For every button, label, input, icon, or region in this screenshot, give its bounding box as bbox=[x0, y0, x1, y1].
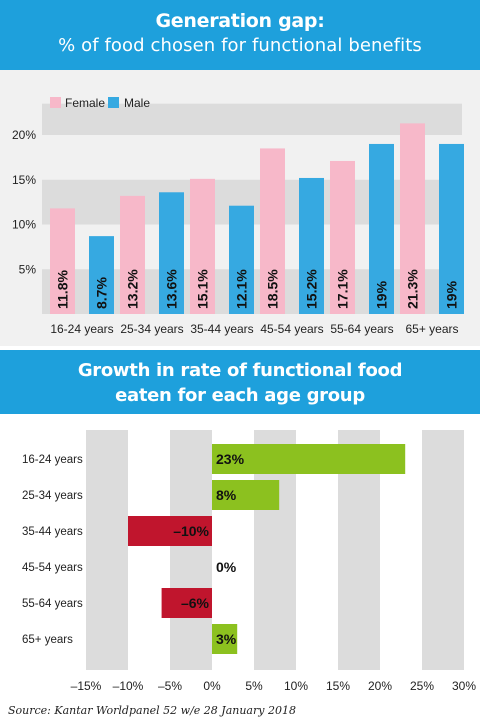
y-tick-label: 5% bbox=[19, 262, 37, 276]
bar-female bbox=[260, 148, 285, 314]
y-tick-label: 25-34 years bbox=[22, 490, 83, 502]
bar-value-label: 8% bbox=[216, 487, 237, 503]
bar-value-label: 19% bbox=[374, 280, 390, 309]
x-tick-label: 5% bbox=[245, 679, 263, 693]
bar-value-label: 13.2% bbox=[125, 269, 141, 309]
bar-male bbox=[229, 205, 254, 314]
y-tick-label: 55-64 years bbox=[22, 598, 83, 610]
bar-female bbox=[50, 208, 75, 314]
bar-positive bbox=[212, 624, 238, 654]
bar-value-label: 15.1% bbox=[195, 269, 211, 309]
bar-value-label: 19% bbox=[444, 280, 460, 309]
x-tick-label: –10% bbox=[113, 679, 144, 693]
x-tick-label: 15% bbox=[326, 679, 350, 693]
bar-value-label: –6% bbox=[181, 595, 210, 611]
bar-negative bbox=[128, 516, 212, 546]
y-tick-label: 45-54 years bbox=[22, 562, 83, 574]
legend-label-female: Female bbox=[65, 96, 105, 110]
bar-value-label: 12.1% bbox=[234, 269, 250, 309]
bar-positive bbox=[212, 480, 280, 510]
x-tick-label: –5% bbox=[158, 679, 182, 693]
legend-swatch-female bbox=[50, 97, 61, 108]
x-tick-label: 30% bbox=[452, 679, 476, 693]
x-tick-label: 25-34 years bbox=[120, 322, 183, 336]
bar-value-label: 13.6% bbox=[164, 269, 180, 309]
x-tick-label: 16-24 years bbox=[50, 322, 113, 336]
x-tick-label: 20% bbox=[368, 679, 392, 693]
bar-male bbox=[369, 143, 394, 314]
bar-value-label: 23% bbox=[216, 451, 245, 467]
bar-value-label: 15.2% bbox=[304, 269, 320, 309]
bar-positive bbox=[212, 444, 406, 474]
bar-male bbox=[159, 192, 184, 314]
bar-female bbox=[120, 195, 145, 314]
chart2-header: Growth in rate of functional food eaten … bbox=[0, 350, 480, 414]
bar-female bbox=[190, 178, 215, 314]
chart1-header: Generation gap: % of food chosen for fun… bbox=[0, 0, 480, 70]
bar-value-label: 8.7% bbox=[94, 277, 110, 309]
x-tick-label: 65+ years bbox=[405, 322, 458, 336]
bar-value-label: 17.1% bbox=[335, 269, 351, 309]
y-tick-label: 35-44 years bbox=[22, 526, 83, 538]
bar-male bbox=[439, 143, 464, 314]
legend-label-male: Male bbox=[124, 96, 150, 110]
bar-negative bbox=[161, 588, 212, 618]
bar-value-label: 18.5% bbox=[265, 269, 281, 309]
grid-band bbox=[86, 430, 128, 670]
bar-value-label: 21.3% bbox=[405, 269, 421, 309]
grid-band bbox=[42, 103, 462, 135]
growth-bar-chart: –15% –10% –5% 0% 5% 10% 15% 20% 25% 30% 16-24 year… bbox=[22, 430, 476, 693]
bar-male bbox=[299, 177, 324, 314]
grid-band bbox=[170, 430, 212, 670]
grid-band bbox=[422, 430, 464, 670]
chart1-subtitle: % of food chosen for functional benefits bbox=[58, 35, 422, 56]
bar-female bbox=[400, 123, 425, 314]
y-tick-label: 65+ years bbox=[22, 634, 73, 646]
bar-value-label: 0% bbox=[216, 559, 237, 575]
y-tick-label: 10% bbox=[12, 218, 36, 232]
chart1-title: Generation gap: bbox=[155, 10, 325, 32]
x-tick-label: 55-64 years bbox=[330, 322, 393, 336]
grouped-bar-chart: 5% 10% 15% 20% Female Male 11.8% 8.7% 16-24 year… bbox=[12, 96, 464, 336]
x-tick-label: 35-44 years bbox=[190, 322, 253, 336]
chart2-title-line1: Growth in rate of functional food bbox=[77, 360, 403, 381]
chart2-title-line2: eaten for each age group bbox=[115, 385, 365, 406]
y-tick-label: 15% bbox=[12, 173, 36, 187]
x-tick-label: 10% bbox=[284, 679, 308, 693]
bar-value-label: 11.8% bbox=[55, 270, 71, 309]
bar-value-label: 3% bbox=[216, 631, 237, 647]
y-tick-label: 20% bbox=[12, 128, 36, 142]
bar-female bbox=[330, 160, 355, 314]
bar-value-label: –10% bbox=[173, 523, 209, 539]
source-note: Source: Kantar Worldpanel 52 w/e 28 Janu… bbox=[8, 704, 296, 717]
x-tick-label: 45-54 years bbox=[260, 322, 323, 336]
x-tick-label: 0% bbox=[203, 679, 221, 693]
x-tick-label: 25% bbox=[410, 679, 434, 693]
bar-male bbox=[89, 236, 114, 314]
legend-swatch-male bbox=[108, 97, 119, 108]
y-tick-label: 16-24 years bbox=[22, 454, 83, 466]
x-tick-label: –15% bbox=[71, 679, 102, 693]
